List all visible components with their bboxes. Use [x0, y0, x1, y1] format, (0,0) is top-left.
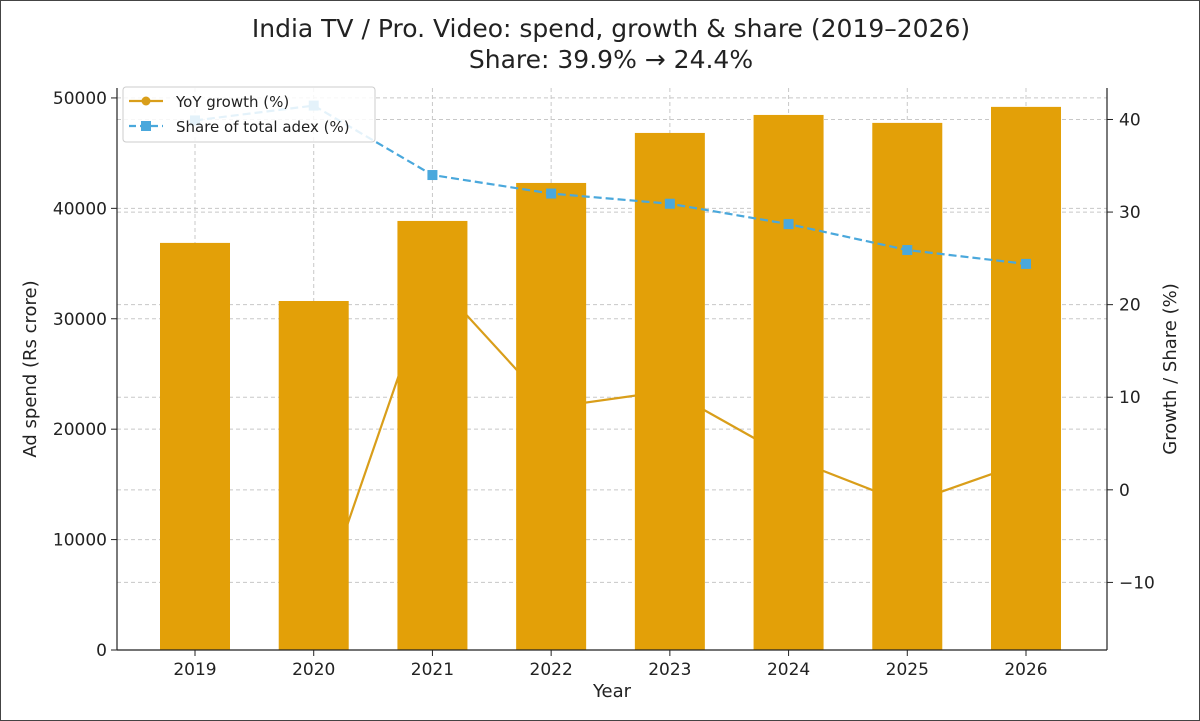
bar-2019	[160, 242, 230, 650]
x-tick-label: 2021	[411, 660, 454, 680]
share-marker	[1021, 258, 1031, 269]
x-tick-label: 2025	[886, 660, 929, 680]
bar-2022	[516, 182, 587, 650]
chart-subtitle: Share: 39.9% → 24.4%	[468, 45, 754, 74]
legend-box	[122, 86, 376, 143]
y-tick-label: 10000	[53, 531, 107, 551]
legend-share-marker	[141, 121, 151, 131]
x-tick-label: 2020	[292, 660, 335, 680]
bar-2023	[634, 132, 705, 650]
bar-2021	[397, 220, 468, 650]
bar-2026	[991, 106, 1061, 650]
x-tick-label: 2023	[648, 660, 691, 680]
legend-growth-label: YoY growth (%)	[175, 93, 289, 111]
x-tick-label: 2022	[530, 660, 573, 680]
chart-title: India TV / Pro. Video: spend, growth & s…	[251, 14, 971, 43]
y2-tick-label: 0	[1119, 481, 1130, 501]
y2-tick-label: −10	[1119, 573, 1155, 593]
y-tick-label: 30000	[53, 310, 107, 330]
bar-2024	[753, 114, 824, 650]
bar-2025	[872, 122, 943, 650]
y2-axis-label: Growth / Share (%)	[1160, 283, 1181, 454]
x-axis-label: Year	[592, 681, 632, 702]
y-tick-label: 0	[96, 641, 107, 661]
legend-growth-marker	[141, 96, 151, 106]
share-marker	[546, 188, 557, 199]
legend-share-label: Share of total adex (%)	[176, 118, 350, 136]
x-tick-label: 2026	[1004, 660, 1047, 680]
y2-tick-label: 20	[1119, 296, 1141, 316]
y-tick-label: 40000	[53, 199, 107, 219]
y-tick-label: 20000	[53, 420, 107, 440]
share-marker	[902, 245, 913, 256]
y-tick-label: 50000	[53, 89, 107, 109]
share-marker	[783, 219, 794, 230]
share-line	[194, 104, 1027, 266]
x-tick-label: 2019	[173, 660, 216, 680]
y2-tick-label: 30	[1119, 203, 1141, 223]
share-marker	[664, 198, 675, 209]
bar-2020	[278, 300, 349, 650]
x-tick-label: 2024	[767, 660, 810, 680]
y-axis-label: Ad spend (Rs crore)	[20, 280, 41, 457]
y2-tick-label: 10	[1119, 388, 1141, 408]
y2-tick-label: 40	[1119, 110, 1141, 130]
share-marker	[427, 170, 438, 181]
